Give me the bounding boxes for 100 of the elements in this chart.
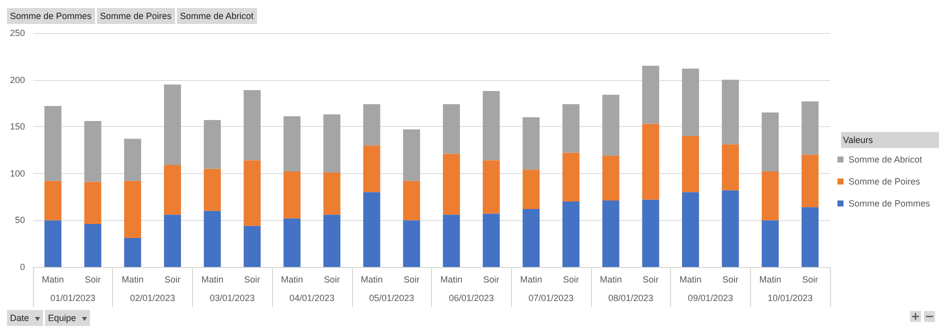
- bar: [762, 220, 779, 267]
- x-tick-label: Soir: [802, 274, 818, 284]
- text: Somme de Poires: [97, 8, 176, 24]
- text: 09/01/2023: [688, 293, 733, 303]
- x-tick-label: Soir: [324, 274, 340, 284]
- bar: [124, 180, 142, 238]
- y-tick-label: 0: [20, 262, 25, 272]
- bar: [124, 138, 142, 181]
- text: Date: [10, 313, 30, 323]
- x-tick-label: Matin: [281, 274, 304, 284]
- bar: [84, 120, 102, 182]
- x-tick-label: Matin: [440, 274, 462, 284]
- legend-label: Somme de Pommes: [848, 198, 930, 208]
- x-tick-label: Soir: [244, 274, 260, 284]
- bar: [84, 182, 102, 224]
- bar: [442, 214, 460, 267]
- text: 08/01/2023: [608, 293, 654, 303]
- x-tick-label: Matin: [600, 274, 622, 284]
- bar: [802, 207, 819, 267]
- bar: [164, 164, 181, 215]
- y-tick-label: 200: [10, 74, 25, 85]
- bar: [762, 172, 779, 220]
- text: Somme de Abricot: [177, 8, 258, 24]
- x-tick-label: Soir: [483, 274, 500, 284]
- bar: [363, 145, 380, 192]
- bar: [284, 116, 301, 172]
- x-tick-label: Soir: [404, 274, 420, 284]
- legend-label: Somme de Abricot: [848, 154, 923, 164]
- y-tick-label: 250: [10, 28, 25, 38]
- bar: [642, 200, 660, 267]
- bar: [802, 154, 819, 208]
- bar: [642, 66, 660, 124]
- x-tick-label: Matin: [42, 274, 64, 284]
- bar: [204, 168, 221, 211]
- bar: [642, 124, 660, 200]
- bar: [204, 210, 221, 267]
- bar: [363, 192, 380, 267]
- text: 06/01/2023: [448, 293, 494, 303]
- x-tick-label: Soir: [84, 274, 101, 284]
- y-tick-label: 50: [14, 215, 25, 226]
- bar: [323, 172, 340, 215]
- bar: [602, 94, 620, 156]
- bar: [522, 117, 540, 170]
- bar: [522, 208, 540, 267]
- bar: [802, 101, 819, 155]
- text: Somme de Pommes: [7, 8, 96, 24]
- text: 10/01/2023: [768, 293, 813, 303]
- x-tick-label: Soir: [164, 274, 180, 284]
- x-tick-label: Soir: [642, 274, 659, 284]
- text: Equipe: [48, 313, 76, 323]
- x-tick-label: Matin: [360, 274, 383, 284]
- text: 03/01/2023: [210, 293, 255, 303]
- bar: [164, 214, 181, 267]
- y-tick-label: 150: [10, 122, 25, 132]
- bar: [403, 180, 420, 220]
- bar: [84, 224, 102, 267]
- x-tick-label: Matin: [680, 274, 702, 284]
- bar: [323, 214, 340, 267]
- bar: [762, 112, 779, 172]
- bar: [442, 154, 460, 215]
- bar: [482, 91, 500, 160]
- bar: [44, 106, 62, 181]
- bar: [562, 201, 580, 267]
- bar: [124, 238, 142, 267]
- text: 01/01/2023: [50, 293, 96, 303]
- x-tick-label: Soir: [722, 274, 738, 284]
- bar: [682, 192, 700, 267]
- bar: [244, 226, 261, 267]
- x-tick-label: Matin: [122, 274, 144, 284]
- text: 05/01/2023: [369, 293, 414, 303]
- bar: [164, 84, 181, 165]
- bar: [562, 152, 580, 202]
- bar: [204, 120, 221, 169]
- bar: [722, 144, 739, 190]
- bar: [522, 170, 540, 209]
- bar: [44, 180, 62, 220]
- bar: [682, 136, 700, 192]
- bar: [244, 90, 261, 160]
- bar: [562, 104, 580, 153]
- bar: [323, 114, 340, 172]
- legend-label: Somme de Poires: [848, 176, 921, 186]
- legend-title: Valeurs: [841, 132, 939, 148]
- bar: [722, 190, 739, 267]
- bar: [244, 160, 261, 226]
- bar: [44, 220, 62, 267]
- bar: [602, 200, 620, 267]
- bar: [403, 129, 420, 181]
- bar: [482, 160, 500, 214]
- bar: [363, 104, 380, 146]
- y-tick-label: 100: [10, 168, 25, 178]
- text: 04/01/2023: [289, 293, 334, 303]
- bar: [442, 104, 460, 154]
- text: 07/01/2023: [528, 293, 574, 303]
- bar: [284, 172, 301, 218]
- x-tick-label: Matin: [759, 274, 782, 284]
- bar: [284, 218, 301, 267]
- bar: [482, 214, 500, 267]
- bar: [403, 220, 420, 267]
- x-tick-label: Matin: [201, 274, 224, 284]
- text: 02/01/2023: [130, 293, 176, 303]
